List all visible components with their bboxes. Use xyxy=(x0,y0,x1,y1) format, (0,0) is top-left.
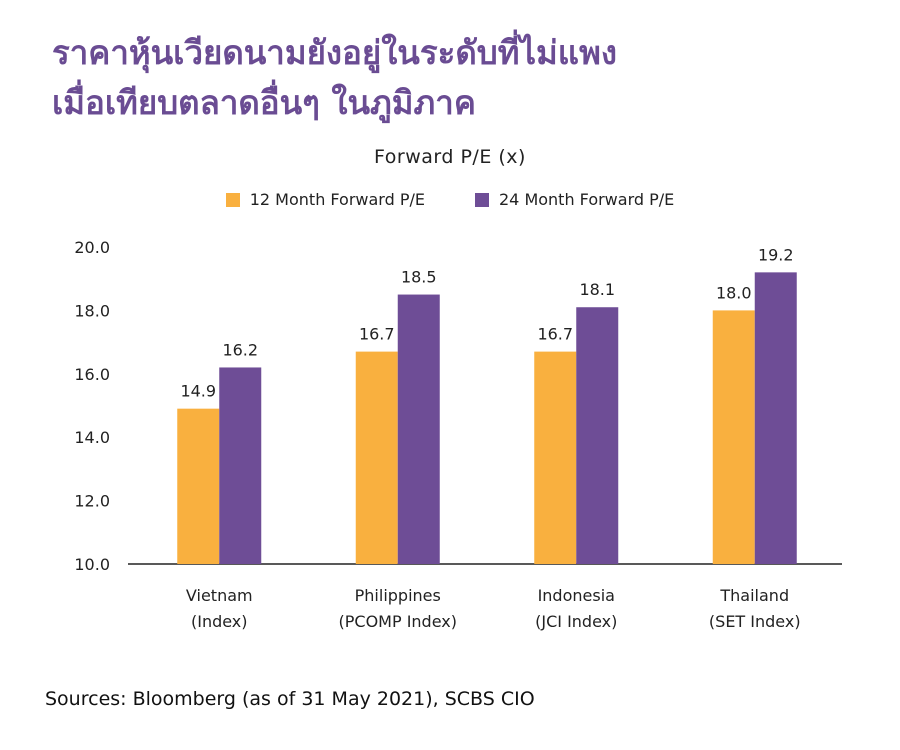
data-label: 18.5 xyxy=(401,268,437,287)
legend: 12 Month Forward P/E 24 Month Forward P/… xyxy=(0,190,900,209)
data-label: 19.2 xyxy=(758,245,794,264)
data-label: 18.0 xyxy=(716,283,752,302)
legend-item-12m: 12 Month Forward P/E xyxy=(225,190,425,209)
bar-24m xyxy=(397,294,440,564)
x-tick-label: (SET Index) xyxy=(709,612,801,631)
bar-12m xyxy=(534,351,577,564)
y-tick-label: 12.0 xyxy=(74,492,110,511)
headline-line-1: ราคาหุ้นเวียดนามยังอยู่ในระดับที่ไม่แพง xyxy=(52,33,617,72)
legend-swatch-24m xyxy=(475,192,489,207)
bar-12m xyxy=(355,351,398,564)
bar-12m xyxy=(177,408,220,564)
y-tick-label: 16.0 xyxy=(74,365,110,384)
y-tick-label: 20.0 xyxy=(74,238,110,257)
bar-12m xyxy=(712,310,755,564)
legend-label-12m: 12 Month Forward P/E xyxy=(249,190,425,209)
data-label: 16.7 xyxy=(359,325,395,344)
data-label: 16.7 xyxy=(537,325,573,344)
x-tick-label: (PCOMP Index) xyxy=(339,612,457,631)
headline-line-2: เมื่อเทียบตลาดอื่นๆ ในภูมิภาค xyxy=(52,83,476,122)
legend-label-24m: 24 Month Forward P/E xyxy=(499,190,675,209)
y-tick-label: 14.0 xyxy=(74,428,110,447)
y-tick-label: 18.0 xyxy=(74,301,110,320)
x-tick-label: Indonesia xyxy=(538,586,615,605)
x-tick-label: (JCI Index) xyxy=(535,612,617,631)
x-tick-label: (Index) xyxy=(191,612,248,631)
bar-24m xyxy=(219,367,262,564)
chart-title: Forward P/E (x) xyxy=(374,146,526,168)
data-label: 14.9 xyxy=(180,382,216,401)
source-note: Sources: Bloomberg (as of 31 May 2021), … xyxy=(45,688,535,710)
legend-swatch-12m xyxy=(225,192,240,207)
data-label: 16.2 xyxy=(222,340,258,359)
bar-24m xyxy=(576,307,619,564)
data-label: 18.1 xyxy=(579,280,615,299)
y-tick-label: 10.0 xyxy=(74,555,110,574)
x-tick-label: Philippines xyxy=(355,586,441,605)
legend-item-24m: 24 Month Forward P/E xyxy=(475,190,674,209)
headline: ราคาหุ้นเวียดนามยังอยู่ในระดับที่ไม่แพง … xyxy=(52,28,872,128)
x-tick-label: Vietnam xyxy=(186,586,253,605)
x-tick-label: Thailand xyxy=(719,586,789,605)
bar-24m xyxy=(754,272,797,564)
